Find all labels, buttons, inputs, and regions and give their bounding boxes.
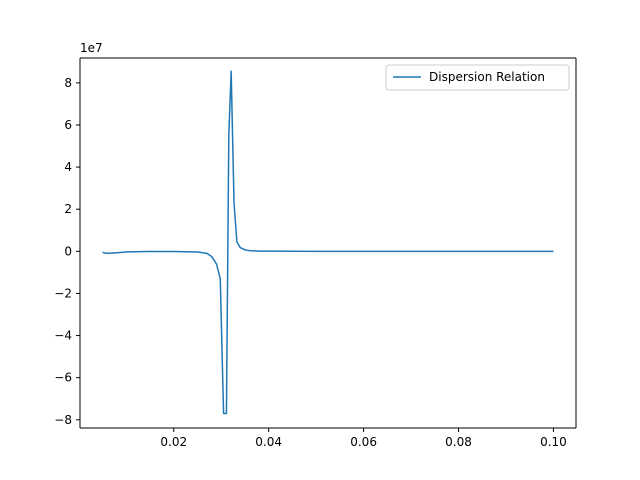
y-tick-label: −6	[54, 371, 72, 385]
y-axis-ticks: −8 −6 −4 −2 0 2 4 6 8	[54, 76, 80, 427]
axes-layer	[79, 57, 577, 429]
legend: Dispersion Relation	[385, 64, 570, 91]
x-tick-label: 0.10	[540, 435, 567, 449]
y-tick-label: −4	[54, 329, 72, 343]
y-tick-label: −8	[54, 413, 72, 427]
x-axis-ticks: 0.02 0.04 0.06 0.08 0.10	[160, 428, 567, 449]
x-tick-label: 0.02	[160, 435, 187, 449]
plot-area	[80, 58, 576, 428]
y-tick-label: 2	[64, 202, 72, 216]
y-tick-label: 4	[64, 160, 72, 174]
y-tick-label: 6	[64, 118, 72, 132]
y-offset-label: 1e7	[80, 41, 103, 55]
y-tick-label: −2	[54, 286, 72, 300]
x-tick-label: 0.08	[445, 435, 472, 449]
legend-box	[385, 64, 570, 91]
x-tick-label: 0.06	[350, 435, 377, 449]
x-tick-label: 0.04	[255, 435, 282, 449]
series-line	[102, 70, 554, 415]
y-tick-label: 0	[64, 244, 72, 258]
legend-label: Dispersion Relation	[429, 70, 545, 84]
series-layer	[102, 70, 554, 415]
y-tick-label: 8	[64, 76, 72, 90]
